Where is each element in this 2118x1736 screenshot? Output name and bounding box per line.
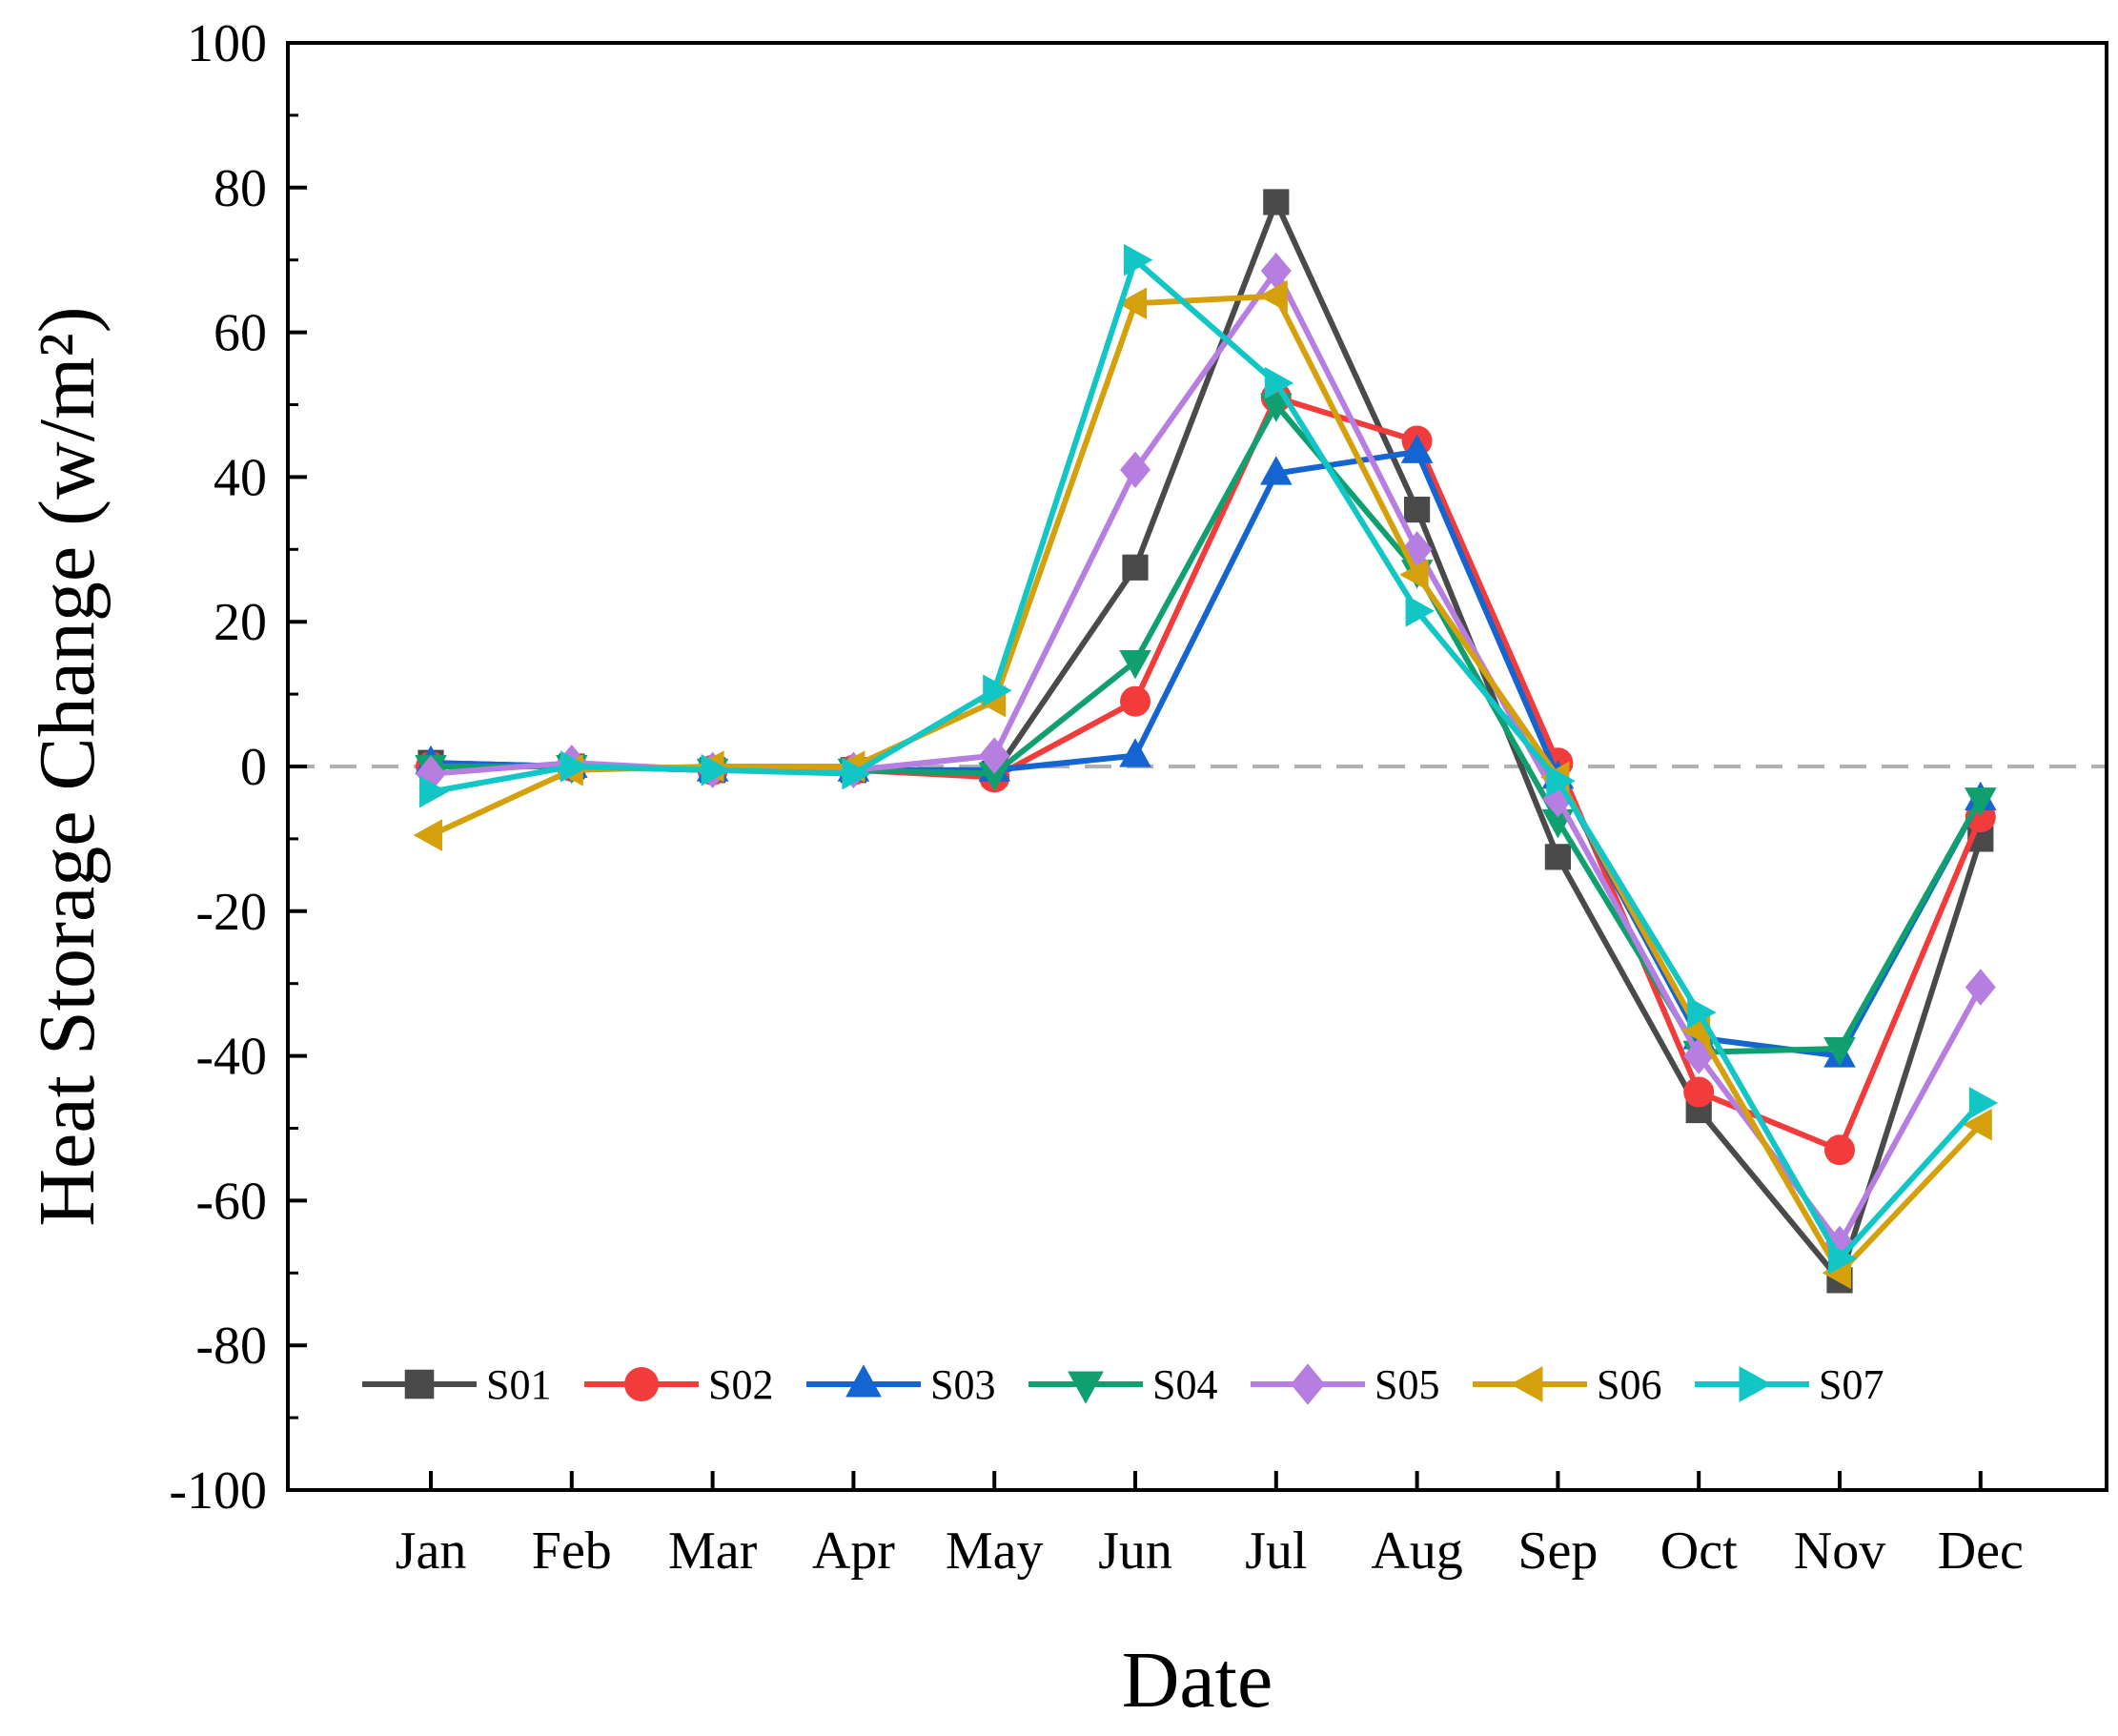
point-s03-jul: [1260, 456, 1293, 485]
point-s04-nov: [1823, 1037, 1856, 1067]
point-s04-dec: [1965, 787, 1997, 817]
legend-label-s01: S01: [486, 1361, 551, 1408]
y-tick-label--20: -20: [195, 883, 267, 942]
point-s06-dec: [1963, 1108, 1992, 1141]
legend-marker-s05: [1291, 1363, 1325, 1405]
point-s05-aug: [1401, 531, 1433, 568]
series-s05: [416, 252, 1996, 1263]
x-tick-label-jul: Jul: [1245, 1522, 1307, 1581]
point-s04-jun: [1119, 649, 1151, 680]
x-tick-label-apr: Apr: [812, 1522, 895, 1581]
x-tick-label-feb: Feb: [532, 1522, 612, 1581]
point-s06-jul: [1258, 279, 1288, 313]
x-tick-label-sep: Sep: [1517, 1522, 1598, 1581]
ticks-layer: -100 -80 -60 -40 -20 0 20 40 60 80 100 Jan Feb Mar Apr…: [169, 14, 2024, 1581]
x-tick-label-jan: Jan: [396, 1522, 467, 1581]
legend-item-s03: S03: [806, 1361, 995, 1408]
point-s02-jun: [1120, 685, 1151, 717]
legend-marker-s01: [404, 1369, 435, 1399]
y-tick-label--40: -40: [195, 1028, 267, 1087]
y-axis-title: Heat Storage Change (w/m²): [23, 306, 112, 1226]
x-tick-label-dec: Dec: [1938, 1522, 2024, 1581]
legend-item-s04: S04: [1028, 1361, 1217, 1408]
point-s01-sep: [1544, 844, 1571, 870]
series-s06: [413, 279, 1992, 1290]
point-s07-may: [983, 674, 1012, 707]
point-s07-feb: [560, 750, 590, 783]
y-tick-label-20: 20: [214, 593, 267, 652]
point-s07-mar: [701, 753, 730, 786]
point-s05-sep: [1542, 780, 1574, 818]
legend-item-s06: S06: [1473, 1361, 1661, 1408]
legend-label-s02: S02: [708, 1361, 773, 1408]
point-s05-jul: [1260, 252, 1292, 290]
legend-label-s07: S07: [1819, 1361, 1884, 1408]
point-s02-oct: [1683, 1076, 1715, 1108]
point-s07-oct: [1687, 996, 1717, 1029]
x-axis-title: Date: [1122, 1636, 1273, 1725]
series-layer: [413, 189, 1999, 1294]
point-s05-dec: [1965, 969, 1996, 1006]
x-tick-label-oct: Oct: [1660, 1522, 1738, 1581]
legend-marker-s04: [1068, 1371, 1104, 1404]
point-s05-jun: [1120, 451, 1151, 489]
legend: S01 S02 S03 S04 S05 S06 S07: [362, 1361, 1884, 1408]
point-s07-dec: [1968, 1087, 1999, 1119]
x-tick-label-mar: Mar: [668, 1522, 758, 1581]
point-s01-jul: [1263, 189, 1290, 215]
point-s04-may: [978, 762, 1010, 791]
legend-marker-s03: [845, 1364, 882, 1398]
legend-marker-s02: [624, 1367, 659, 1401]
line-s04: [431, 401, 1984, 1055]
point-s06-jun: [1117, 287, 1147, 320]
point-s07-apr: [842, 757, 871, 790]
legend-label-s03: S03: [930, 1361, 995, 1408]
series-s04: [415, 393, 1997, 1071]
point-s01-jun: [1122, 554, 1149, 581]
legend-label-s04: S04: [1152, 1361, 1217, 1408]
y-tick-label--80: -80: [195, 1317, 267, 1376]
y-tick-label--100: -100: [169, 1461, 267, 1521]
point-s07-jun: [1124, 243, 1153, 276]
line-s03: [430, 448, 1984, 1059]
point-s07-nov: [1828, 1242, 1858, 1275]
line-s07: [430, 256, 1984, 1262]
point-s01-aug: [1404, 496, 1431, 523]
point-s07-jul: [1264, 366, 1294, 399]
point-s02-nov: [1824, 1134, 1855, 1166]
y-tick-label-0: 0: [240, 738, 267, 797]
point-s05-nov: [1824, 1225, 1855, 1263]
y-tick-label--60: -60: [195, 1172, 267, 1231]
legend-item-s02: S02: [584, 1361, 773, 1408]
y-tick-label-80: 80: [214, 159, 267, 218]
point-s05-may: [979, 737, 1010, 774]
point-s07-sep: [1546, 765, 1576, 797]
y-tick-label-100: 100: [187, 14, 267, 73]
x-tick-label-may: May: [946, 1522, 1044, 1581]
legend-marker-s07: [1739, 1366, 1772, 1402]
legend-item-s01: S01: [362, 1361, 551, 1408]
legend-item-s05: S05: [1251, 1361, 1439, 1408]
y-tick-label-60: 60: [214, 304, 267, 363]
point-s07-aug: [1405, 595, 1435, 627]
point-s06-jan: [413, 819, 442, 851]
y-tick-label-40: 40: [214, 448, 267, 507]
point-s06-aug: [1399, 559, 1429, 591]
legend-label-s06: S06: [1597, 1361, 1661, 1408]
legend-item-s07: S07: [1695, 1361, 1884, 1408]
x-tick-label-jun: Jun: [1098, 1522, 1172, 1581]
point-s03-aug: [1400, 434, 1434, 463]
legend-label-s05: S05: [1375, 1361, 1439, 1408]
x-tick-label-nov: Nov: [1794, 1522, 1885, 1581]
point-s03-jun: [1119, 738, 1151, 767]
series-s07: [419, 243, 1999, 1275]
legend-marker-s06: [1510, 1366, 1543, 1402]
line-s02: [431, 394, 1984, 1154]
x-tick-label-aug: Aug: [1371, 1522, 1462, 1581]
point-s07-jan: [419, 775, 449, 808]
